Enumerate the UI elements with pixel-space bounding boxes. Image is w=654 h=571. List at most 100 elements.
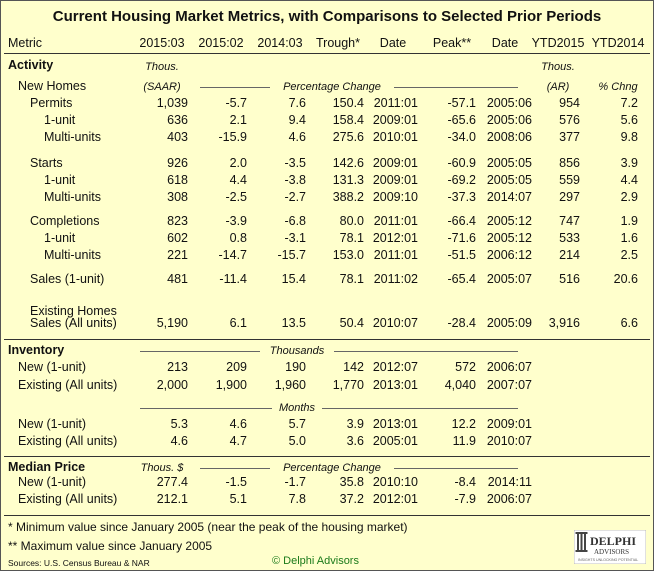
table-cell: 6.6 — [620, 316, 638, 330]
table-cell: 2,000 — [156, 378, 188, 392]
table-cell: 2007:07 — [486, 378, 532, 392]
unit-thous-dollar: Thous. $ — [140, 462, 184, 474]
table-cell: 2012:01 — [372, 492, 418, 506]
section-inventory: Inventory — [8, 343, 65, 357]
table-cell: 7.2 — [620, 96, 638, 110]
table-cell: -5.7 — [225, 96, 247, 110]
table-cell: 2012:01 — [372, 231, 418, 245]
divider-median-price — [4, 456, 650, 457]
table-cell: 78.1 — [339, 231, 364, 245]
dash-thousands-right — [334, 351, 518, 352]
table-cell: 5,190 — [156, 316, 188, 330]
table-cell: -34.0 — [447, 130, 477, 144]
table-cell: -51.5 — [447, 248, 477, 262]
table-cell: 576 — [559, 113, 580, 127]
label-existing-homes: Existing Homes — [30, 304, 117, 318]
table-cell: 2014:11 — [487, 475, 532, 489]
table-cell: 4.6 — [229, 417, 247, 431]
table-cell: 153.0 — [332, 248, 364, 262]
table-cell: 572 — [455, 360, 476, 374]
table-cell: 403 — [167, 130, 188, 144]
table-cell: 2011:01 — [373, 214, 418, 228]
table-cell: 2005:12 — [486, 214, 532, 228]
table-cell: 2013:01 — [372, 417, 418, 431]
dash-thousands-left — [140, 351, 260, 352]
table-cell: 2005:12 — [486, 231, 532, 245]
table-cell: 277.4 — [156, 475, 188, 489]
table-cell: -28.4 — [447, 316, 477, 330]
table-cell: -69.2 — [447, 173, 477, 187]
row-label: New (1-unit) — [18, 475, 87, 489]
row-label: 1-unit — [44, 113, 76, 127]
table-cell: 190 — [285, 360, 306, 374]
table-cell: 2005:05 — [486, 156, 532, 170]
table-cell: 1.6 — [620, 231, 638, 245]
table-cell: 388.2 — [332, 190, 364, 204]
unit-thousands: Thousands — [269, 345, 325, 357]
dash-left — [200, 87, 270, 88]
table-cell: 533 — [559, 231, 580, 245]
header-2015-02: 2015:02 — [198, 36, 244, 50]
table-cell: 1.9 — [620, 214, 638, 228]
table-cell: 2009:01 — [372, 156, 418, 170]
row-label: Multi-units — [44, 190, 101, 204]
table-cell: 2005:05 — [486, 173, 532, 187]
table-cell: -60.9 — [447, 156, 477, 170]
table-cell: 308 — [167, 190, 188, 204]
table-cell: -2.5 — [225, 190, 247, 204]
table-cell: 158.4 — [332, 113, 364, 127]
footer-divider — [4, 515, 650, 516]
unit-months: Months — [278, 402, 316, 414]
table-cell: 2008:06 — [486, 130, 532, 144]
table-cell: 213 — [167, 360, 188, 374]
table-cell: 78.1 — [339, 272, 364, 286]
table-cell: 2.9 — [620, 190, 638, 204]
table-cell: -66.4 — [447, 214, 477, 228]
table-cell: 4,040 — [444, 378, 476, 392]
table-cell: 2010:07 — [486, 434, 532, 448]
table-cell: 2012:07 — [372, 360, 418, 374]
table-cell: 516 — [559, 272, 580, 286]
table-cell: 2005:07 — [486, 272, 532, 286]
row-label: Existing (All units) — [18, 492, 118, 506]
table-cell: 1,770 — [332, 378, 364, 392]
table-cell: -14.7 — [218, 248, 248, 262]
table-cell: 2005:06 — [486, 113, 532, 127]
table-cell: 636 — [167, 113, 188, 127]
table-cell: 142 — [343, 360, 364, 374]
header-metric: Metric — [8, 36, 43, 50]
logo-tagline: INSIGHTS UNLOCKING POTENTIAL — [578, 558, 638, 562]
copyright: © Delphi Advisors — [272, 555, 359, 567]
table-cell: 209 — [226, 360, 247, 374]
row-label: Starts — [30, 156, 63, 170]
table-cell: 4.6 — [288, 130, 306, 144]
page-title: Current Housing Market Metrics, with Com… — [52, 8, 602, 25]
unit-ar: (AR) — [546, 81, 570, 93]
table-cell: -1.5 — [225, 475, 247, 489]
row-label: New (1-unit) — [18, 417, 87, 431]
table-cell: -7.9 — [454, 492, 476, 506]
header-divider — [4, 53, 650, 54]
table-cell: -3.1 — [284, 231, 306, 245]
row-label: Completions — [30, 214, 100, 228]
table-cell: -8.4 — [454, 475, 476, 489]
table-cell: 2010:10 — [372, 475, 418, 489]
table-cell: 221 — [167, 248, 188, 262]
table-cell: 823 — [167, 214, 188, 228]
header-2015-03: 2015:03 — [139, 36, 185, 50]
table-cell: -65.6 — [447, 113, 477, 127]
table-cell: 5.1 — [229, 492, 247, 506]
dash-right — [394, 87, 518, 88]
table-cell: 2009:01 — [372, 113, 418, 127]
row-label: New (1-unit) — [18, 360, 87, 374]
table-cell: 602 — [167, 231, 188, 245]
row-label: 1-unit — [44, 231, 76, 245]
table-cell: 9.8 — [620, 130, 638, 144]
divider-inventory — [4, 339, 650, 340]
table-cell: 212.1 — [156, 492, 188, 506]
table-cell: 1,900 — [215, 378, 247, 392]
table-cell: 5.3 — [170, 417, 188, 431]
table-cell: -3.8 — [284, 173, 306, 187]
table-cell: 80.0 — [339, 214, 364, 228]
table-cell: 37.2 — [339, 492, 364, 506]
